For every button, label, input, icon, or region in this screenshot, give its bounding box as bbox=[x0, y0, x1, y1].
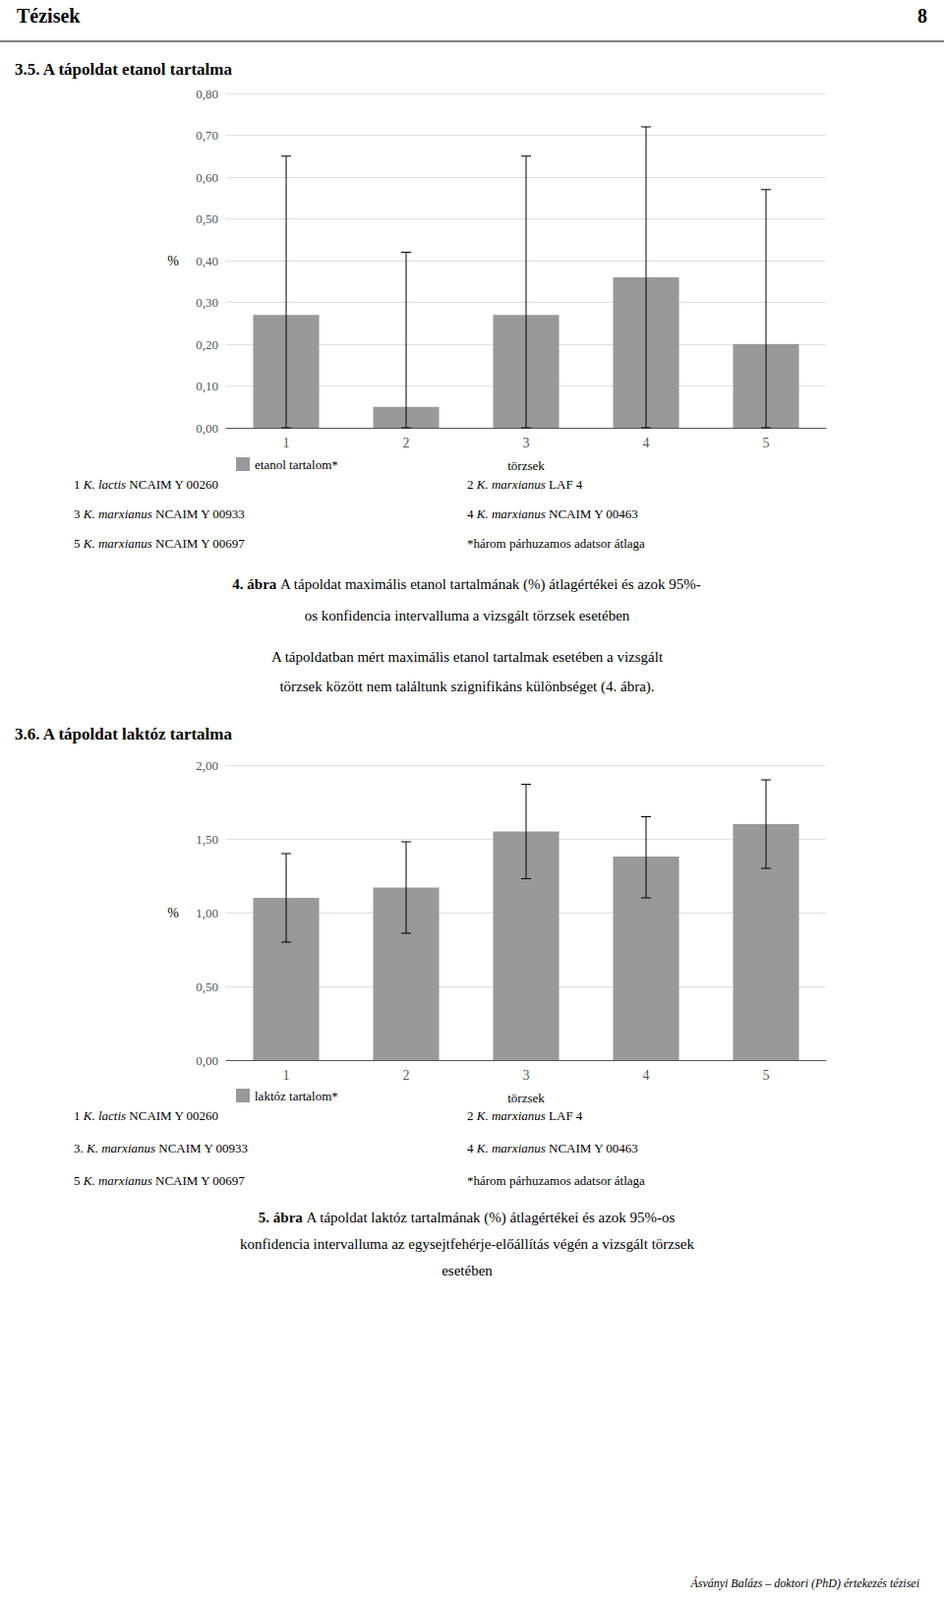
svg-text:K. lactis: K. lactis bbox=[82, 476, 126, 492]
svg-text:1: 1 bbox=[283, 1067, 291, 1083]
svg-text:Tézisek: Tézisek bbox=[16, 4, 81, 27]
svg-text:K. marxianus: K. marxianus bbox=[82, 1173, 153, 1188]
svg-text:2: 2 bbox=[403, 1067, 411, 1083]
svg-text:esetében: esetében bbox=[441, 1262, 493, 1279]
svg-text:2,00: 2,00 bbox=[195, 758, 219, 773]
svg-text:NCAIM Y 00697: NCAIM Y 00697 bbox=[152, 535, 246, 551]
svg-text:K. marxianus: K. marxianus bbox=[475, 1108, 546, 1123]
svg-text:%: % bbox=[167, 905, 179, 921]
svg-text:0,70: 0,70 bbox=[195, 127, 219, 143]
svg-text:törzsek: törzsek bbox=[507, 1090, 545, 1106]
svg-text:5: 5 bbox=[763, 435, 770, 451]
svg-text:*három párhuzamos adatsor átla: *három párhuzamos adatsor átlaga bbox=[467, 1173, 646, 1188]
svg-text:%: % bbox=[167, 253, 179, 269]
svg-text:1,50: 1,50 bbox=[195, 831, 219, 847]
svg-text:1,00: 1,00 bbox=[195, 905, 219, 921]
svg-text:NCAIM Y 00260: NCAIM Y 00260 bbox=[125, 476, 219, 492]
svg-text:konfidencia intervalluma az eg: konfidencia intervalluma az egysejtfehér… bbox=[239, 1236, 695, 1252]
svg-text:3.5. A tápoldat etanol tartalm: 3.5. A tápoldat etanol tartalma bbox=[14, 59, 233, 79]
svg-text:0,30: 0,30 bbox=[195, 295, 219, 310]
svg-text:NCAIM Y 00463: NCAIM Y 00463 bbox=[545, 506, 639, 522]
svg-text:3.6. A tápoldat laktóz tartalm: 3.6. A tápoldat laktóz tartalma bbox=[14, 724, 233, 744]
svg-text:4. ábra: 4. ábra bbox=[232, 576, 278, 592]
svg-text:2: 2 bbox=[467, 476, 477, 492]
svg-text:3: 3 bbox=[523, 1067, 531, 1083]
svg-text:NCAIM Y 00697: NCAIM Y 00697 bbox=[152, 1173, 246, 1188]
svg-text:törzsek: törzsek bbox=[507, 458, 545, 473]
svg-text:4: 4 bbox=[643, 435, 650, 451]
svg-text:4: 4 bbox=[467, 1140, 477, 1156]
svg-text:K. marxianus: K. marxianus bbox=[82, 535, 153, 551]
svg-text:3: 3 bbox=[73, 506, 84, 522]
svg-text:K. marxianus: K. marxianus bbox=[475, 506, 546, 522]
svg-text:5. ábra: 5. ábra bbox=[258, 1209, 304, 1226]
svg-text:0,60: 0,60 bbox=[195, 170, 219, 185]
svg-text:1: 1 bbox=[283, 435, 291, 451]
svg-text:NCAIM Y 00933: NCAIM Y 00933 bbox=[155, 1140, 248, 1156]
svg-text:0,00: 0,00 bbox=[195, 1053, 219, 1068]
svg-text:0,00: 0,00 bbox=[195, 420, 219, 436]
svg-text:0,50: 0,50 bbox=[195, 979, 219, 995]
svg-text:LAF 4: LAF 4 bbox=[545, 1108, 584, 1123]
svg-text:5: 5 bbox=[763, 1067, 770, 1083]
svg-text:4: 4 bbox=[643, 1067, 650, 1083]
svg-text:2: 2 bbox=[467, 1108, 477, 1123]
svg-text:Ásványi Balázs – doktori (PhD): Ásványi Balázs – doktori (PhD) értekezés… bbox=[689, 1576, 920, 1591]
svg-text:0,40: 0,40 bbox=[195, 253, 219, 269]
svg-text:8: 8 bbox=[917, 4, 928, 27]
svg-text:etanol tartalom*: etanol tartalom* bbox=[254, 457, 339, 472]
svg-text:K. lactis: K. lactis bbox=[82, 1108, 126, 1123]
svg-text:NCAIM Y 00463: NCAIM Y 00463 bbox=[545, 1140, 639, 1156]
svg-text:K. marxianus: K. marxianus bbox=[82, 506, 153, 522]
svg-text:laktóz tartalom*: laktóz tartalom* bbox=[254, 1088, 339, 1104]
svg-text:0,20: 0,20 bbox=[195, 337, 219, 353]
svg-text:2: 2 bbox=[403, 435, 411, 451]
svg-text:NCAIM Y 00933: NCAIM Y 00933 bbox=[152, 506, 245, 522]
svg-text:os konfidencia intervalluma a: os konfidencia intervalluma a vizsgált t… bbox=[304, 607, 631, 624]
svg-text:A tápoldat maximális etanol ta: A tápoldat maximális etanol tartalmának … bbox=[277, 576, 702, 593]
svg-text:4: 4 bbox=[467, 506, 477, 522]
svg-text:K. marxianus: K. marxianus bbox=[475, 476, 546, 492]
svg-text:3: 3 bbox=[523, 435, 531, 451]
svg-text:3.: 3. bbox=[73, 1140, 87, 1156]
svg-text:1: 1 bbox=[73, 476, 84, 492]
svg-text:5: 5 bbox=[73, 1173, 84, 1188]
svg-text:1: 1 bbox=[73, 1108, 84, 1123]
svg-text:*három párhuzamos adatsor átla: *három párhuzamos adatsor átlaga bbox=[467, 535, 646, 551]
svg-text:K. marxianus: K. marxianus bbox=[475, 1140, 546, 1156]
svg-text:K. marxianus: K. marxianus bbox=[85, 1140, 156, 1156]
svg-text:0,50: 0,50 bbox=[195, 211, 219, 227]
svg-text:0,80: 0,80 bbox=[195, 86, 219, 102]
svg-text:A tápoldat laktóz tartalmának: A tápoldat laktóz tartalmának (%) átlagé… bbox=[303, 1209, 676, 1227]
svg-text:0,10: 0,10 bbox=[195, 378, 219, 394]
svg-text:5: 5 bbox=[73, 535, 84, 551]
svg-text:törzsek között nem találtunk s: törzsek között nem találtunk szignifikán… bbox=[279, 678, 654, 696]
svg-text:NCAIM Y 00260: NCAIM Y 00260 bbox=[125, 1108, 219, 1123]
svg-text:LAF 4: LAF 4 bbox=[545, 476, 584, 492]
svg-text:A tápoldatban mért maximális e: A tápoldatban mért maximális etanol tart… bbox=[271, 649, 664, 665]
